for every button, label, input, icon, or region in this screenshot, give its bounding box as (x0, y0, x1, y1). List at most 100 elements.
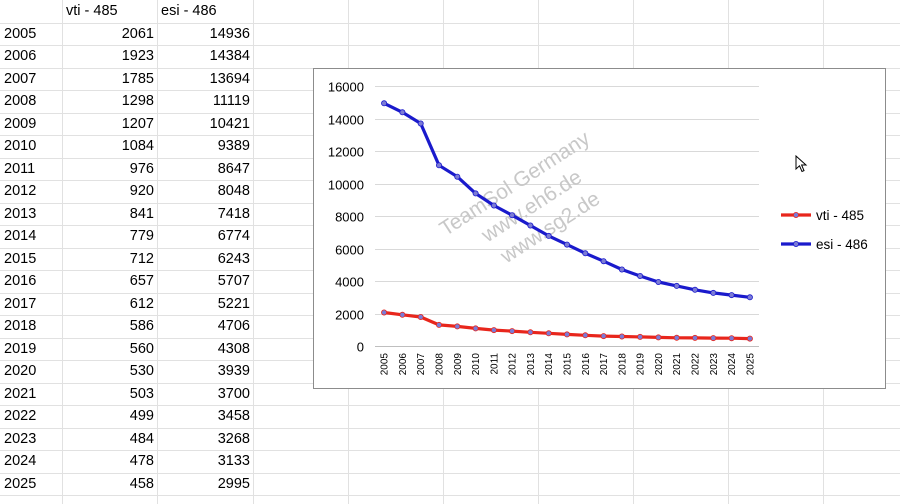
data-point-esi (417, 120, 424, 127)
legend-marker (792, 211, 799, 218)
line-chart[interactable]: 0 2000 4000 6000 8000 10000 12000 14000 16000 200… (313, 68, 886, 389)
vti-value-cell[interactable]: 1785 (121, 70, 154, 87)
vti-value-cell[interactable]: 503 (129, 385, 154, 402)
year-cell[interactable]: 2014 (4, 228, 37, 244)
x-tick-label: 2006 (398, 353, 409, 376)
vti-value-cell[interactable]: 841 (129, 205, 154, 222)
year-cell[interactable]: 2021 (4, 385, 37, 402)
esi-value-cell[interactable]: 3458 (217, 408, 250, 424)
header-cell-vti[interactable]: vti - 485 (66, 3, 118, 19)
esi-value-cell[interactable]: 14936 (209, 25, 250, 42)
esi-value-cell[interactable]: 3700 (217, 385, 250, 402)
year-cell[interactable]: 2012 (4, 183, 37, 199)
year-cell[interactable]: 2007 (4, 70, 37, 87)
data-point-vti (490, 327, 497, 334)
esi-value-cell[interactable]: 3268 (217, 430, 250, 447)
x-tick-label: 2022 (691, 353, 702, 376)
data-point-esi (545, 232, 552, 239)
header-cell-esi[interactable]: esi - 486 (161, 3, 217, 19)
vti-value-cell[interactable]: 499 (129, 408, 154, 424)
vti-value-cell[interactable]: 920 (129, 183, 154, 199)
year-cell[interactable]: 2023 (4, 430, 37, 447)
esi-value-cell[interactable]: 3939 (217, 363, 250, 379)
vti-value-cell[interactable]: 712 (129, 250, 154, 267)
year-cell[interactable]: 2017 (4, 295, 37, 312)
vti-value-cell[interactable]: 1207 (121, 115, 154, 132)
data-point-esi (746, 294, 753, 301)
data-point-vti (673, 334, 680, 341)
legend-label: esi - 486 (816, 237, 868, 252)
esi-value-cell[interactable]: 7418 (217, 205, 250, 222)
esi-value-cell[interactable]: 4706 (217, 318, 250, 334)
data-point-vti (545, 330, 552, 337)
x-tick-label: 2015 (563, 353, 574, 376)
esi-value-cell[interactable]: 14384 (209, 48, 250, 64)
vti-value-cell[interactable]: 484 (129, 430, 154, 447)
esi-value-cell[interactable]: 5221 (217, 295, 250, 312)
esi-value-cell[interactable]: 11119 (212, 93, 250, 109)
year-cell[interactable]: 2016 (4, 273, 37, 289)
vti-value-cell[interactable]: 1298 (121, 93, 154, 109)
year-cell[interactable]: 2008 (4, 93, 37, 109)
esi-value-cell[interactable]: 2995 (217, 475, 250, 492)
x-tick-label: 2025 (745, 353, 756, 376)
vti-value-cell[interactable]: 478 (129, 453, 154, 469)
chart-plot: 0 2000 4000 6000 8000 10000 12000 14000 16000 200… (328, 80, 868, 376)
data-point-esi (655, 278, 662, 285)
esi-value-cell[interactable]: 4308 (217, 340, 250, 357)
year-cell[interactable]: 2024 (4, 453, 37, 469)
vti-value-cell[interactable]: 976 (129, 160, 154, 177)
data-point-esi (691, 286, 698, 293)
year-cell[interactable]: 2010 (4, 138, 37, 154)
year-cell[interactable]: 2025 (4, 475, 37, 492)
vti-value-cell[interactable]: 657 (129, 273, 154, 289)
data-point-vti (618, 333, 625, 340)
data-point-vti (563, 331, 570, 338)
vti-value-cell[interactable]: 530 (129, 363, 154, 379)
data-point-vti (509, 328, 516, 335)
data-point-esi (637, 272, 644, 279)
x-tick-label: 2012 (508, 353, 519, 376)
vti-value-cell[interactable]: 560 (129, 340, 154, 357)
year-cell[interactable]: 2006 (4, 48, 37, 64)
esi-value-cell[interactable]: 10421 (209, 115, 250, 132)
esi-value-cell[interactable]: 13694 (209, 70, 250, 87)
esi-value-cell[interactable]: 9389 (217, 138, 250, 154)
data-point-vti (527, 329, 534, 336)
vti-value-cell[interactable]: 586 (129, 318, 154, 334)
vti-value-cell[interactable]: 2061 (121, 25, 154, 42)
esi-value-cell[interactable]: 8647 (217, 160, 250, 177)
data-point-esi (454, 173, 461, 180)
vti-value-cell[interactable]: 1084 (121, 138, 154, 154)
year-cell[interactable]: 2005 (4, 25, 37, 42)
x-tick-label: 2020 (654, 353, 665, 376)
esi-value-cell[interactable]: 8048 (217, 183, 250, 199)
header-cell[interactable] (0, 0, 62, 23)
vti-value-cell[interactable]: 458 (129, 475, 154, 492)
year-cell[interactable]: 2011 (4, 160, 36, 177)
data-point-esi (399, 109, 406, 116)
y-tick-label: 2000 (335, 308, 364, 323)
esi-value-cell[interactable]: 6243 (217, 250, 250, 267)
year-cell[interactable]: 2009 (4, 115, 37, 132)
vti-value-cell[interactable]: 1923 (121, 48, 154, 64)
vti-value-cell[interactable]: 779 (129, 228, 154, 244)
year-cell[interactable]: 2018 (4, 318, 37, 334)
legend-label: vti - 485 (816, 208, 864, 223)
esi-value-cell[interactable]: 3133 (217, 453, 250, 469)
x-tick-label: 2009 (453, 353, 464, 376)
year-cell[interactable]: 2020 (4, 363, 37, 379)
data-point-vti (691, 334, 698, 341)
year-cell[interactable]: 2015 (4, 250, 37, 267)
x-tick-label: 2014 (544, 353, 555, 376)
year-cell[interactable]: 2022 (4, 408, 37, 424)
year-cell[interactable]: 2019 (4, 340, 37, 357)
esi-value-cell[interactable]: 5707 (217, 273, 250, 289)
vti-value-cell[interactable]: 612 (129, 295, 154, 312)
x-tick-label: 2007 (416, 353, 427, 376)
data-point-esi (527, 222, 534, 229)
esi-value-cell[interactable]: 6774 (217, 228, 250, 244)
year-cell[interactable]: 2013 (4, 205, 37, 222)
y-tick-label: 8000 (335, 210, 364, 225)
